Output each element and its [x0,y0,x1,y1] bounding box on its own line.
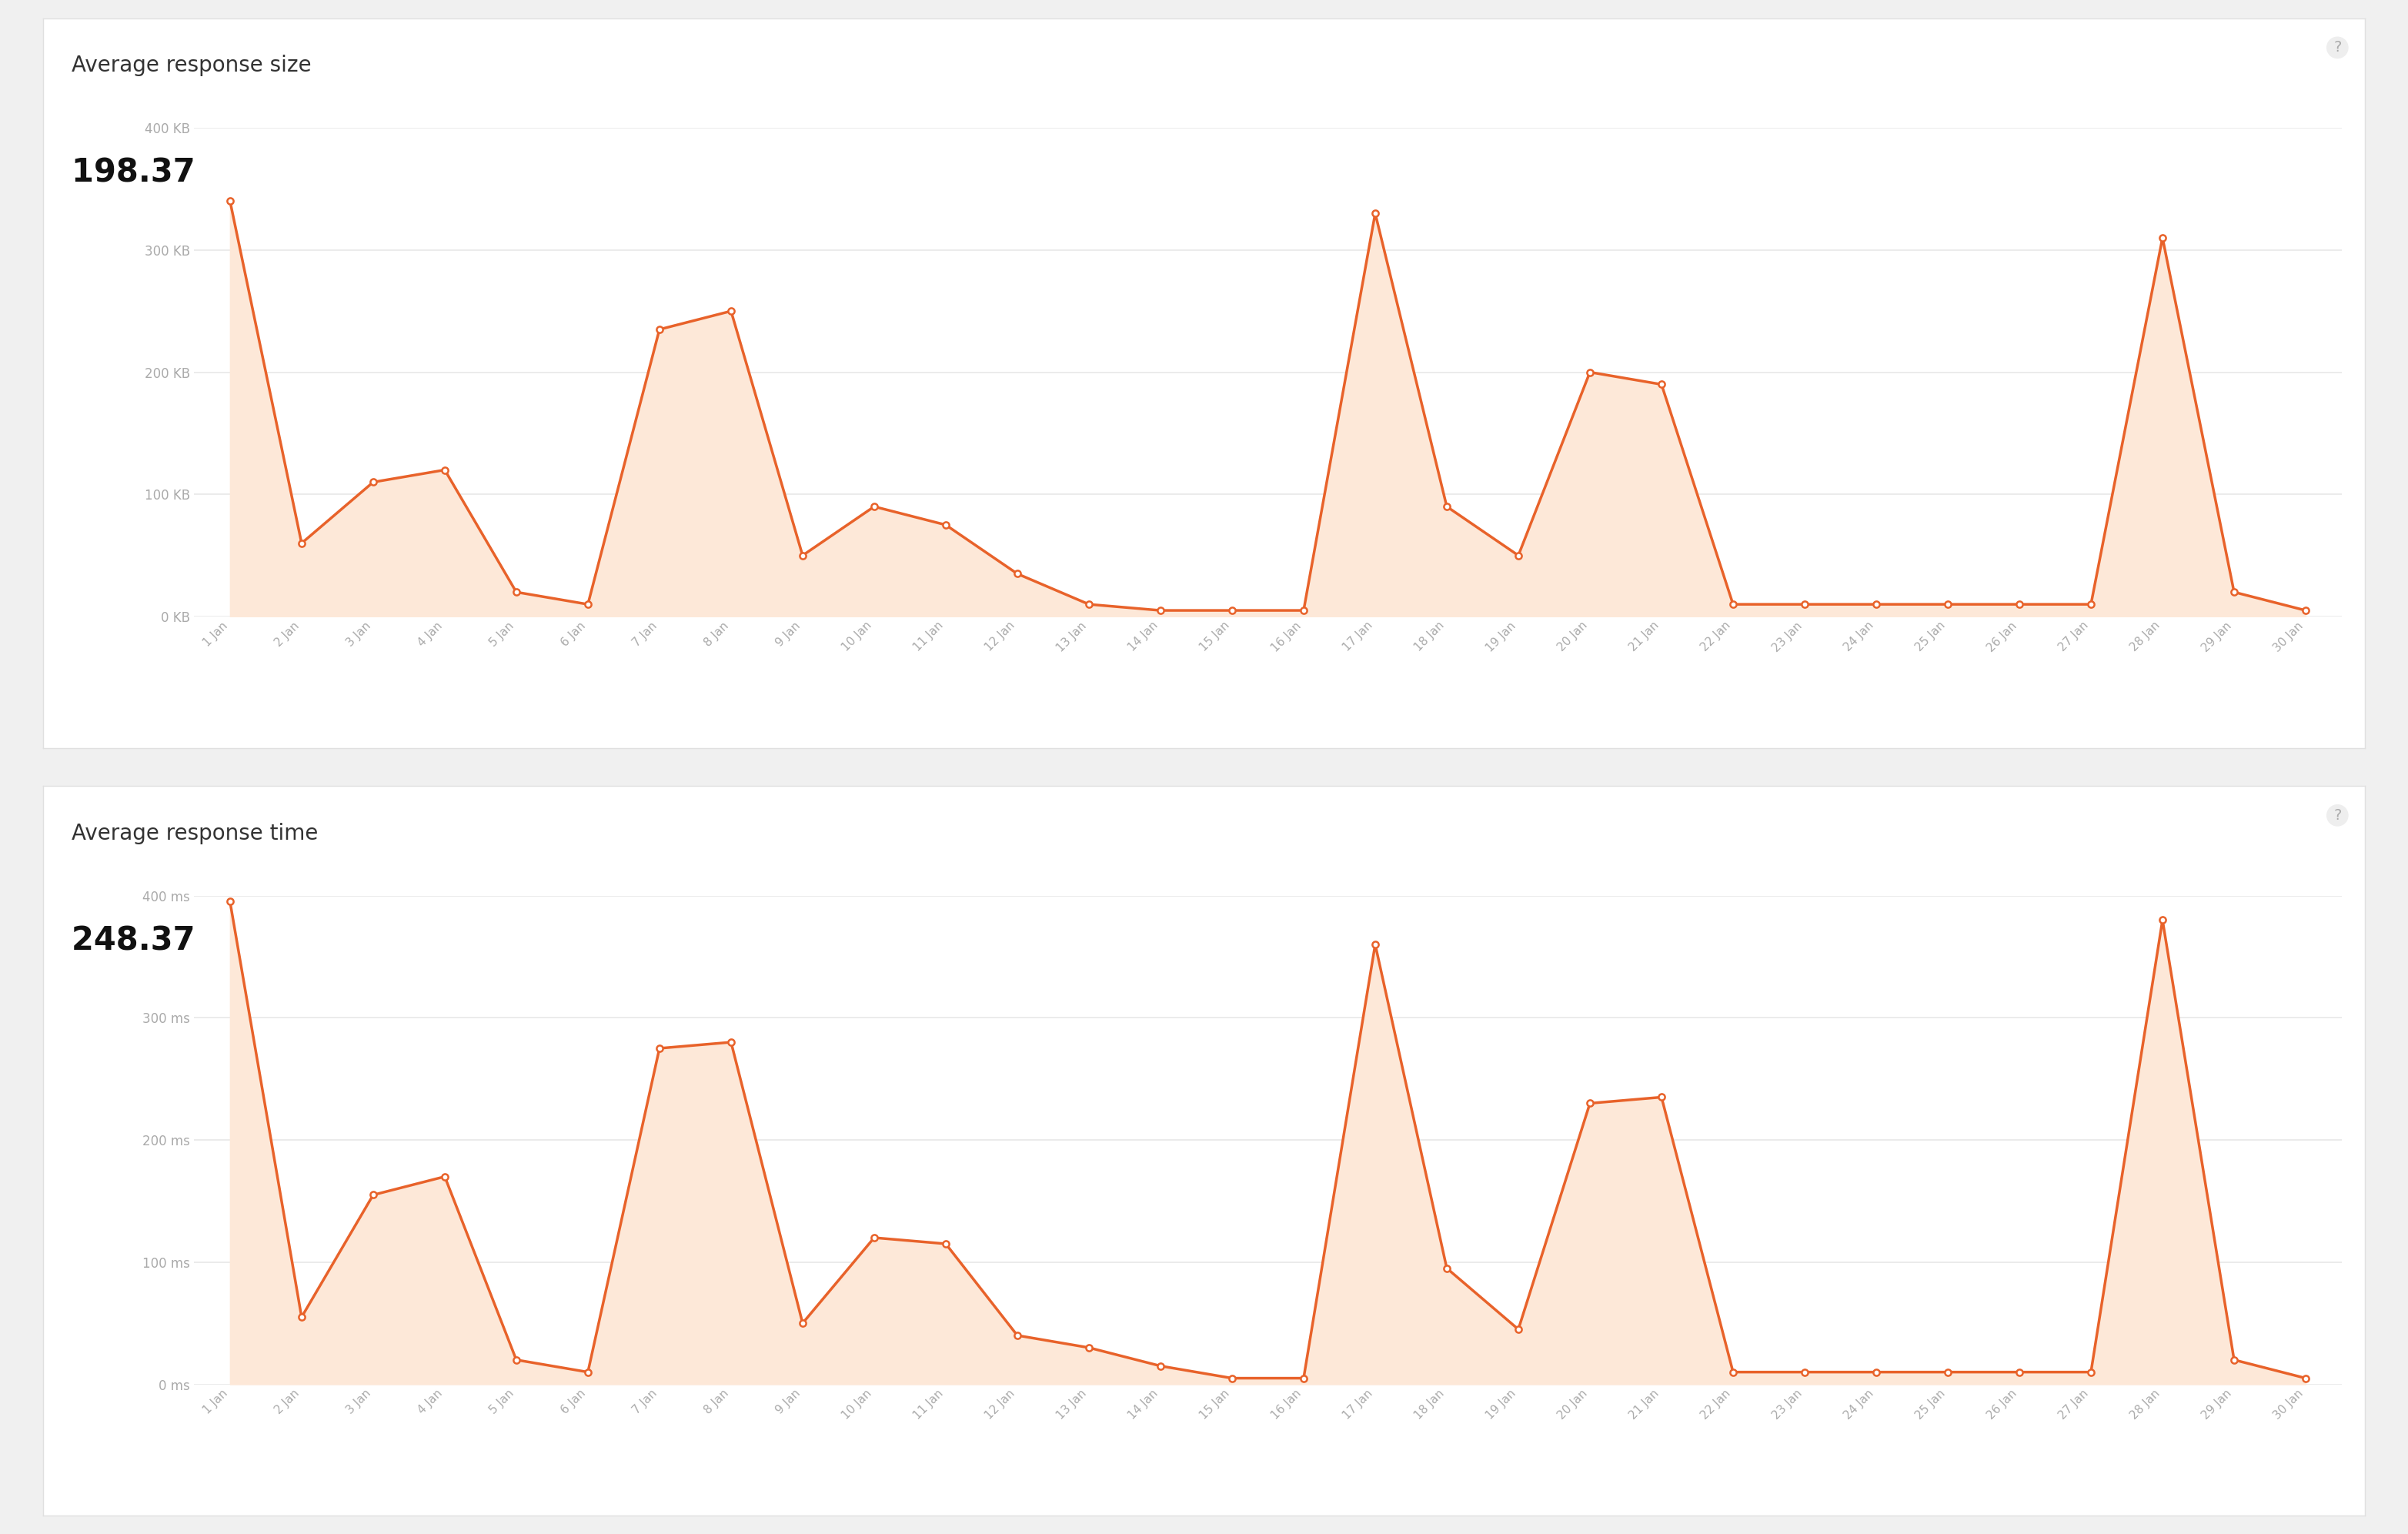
Point [282,531,320,555]
Point [997,561,1035,586]
Point [1283,598,1322,623]
Point [713,1029,751,1054]
Point [2285,1365,2324,1390]
Text: ▼ 28.12%: ▼ 28.12% [508,167,588,183]
Point [783,1312,821,1336]
Point [1570,360,1609,385]
Point [1784,1359,1823,1384]
Point [927,512,966,537]
Text: 30 DAY AVG: 30 DAY AVG [356,156,438,170]
Text: 198.37 KB: 198.37 KB [72,156,255,189]
Point [1356,933,1394,957]
Text: Average response size: Average response size [72,55,311,77]
Point [496,1347,535,1371]
Text: ?: ? [2333,808,2341,822]
Point [855,1226,893,1250]
Point [855,494,893,518]
Point [713,299,751,324]
Point [1428,1256,1466,1281]
Point [212,189,250,213]
Point [1356,201,1394,225]
Point [2071,1359,2109,1384]
Point [354,1183,393,1207]
Point [2215,1347,2254,1371]
Point [1714,1359,1753,1384]
Point [1428,494,1466,518]
Point [2143,225,2182,250]
Point [1141,1353,1180,1378]
Point [641,318,679,342]
Point [1570,1091,1609,1115]
Point [1929,1359,1967,1384]
Point [2143,908,2182,933]
Point [1214,1365,1252,1390]
Text: 248.37 ms: 248.37 ms [72,925,258,957]
Text: ▲ 41.62%: ▲ 41.62% [508,936,588,951]
Point [1500,543,1539,568]
Point [783,543,821,568]
Point [1283,1365,1322,1390]
Text: ?: ? [2333,40,2341,55]
Point [212,890,250,914]
Point [2071,592,2109,617]
Text: Average response time: Average response time [72,822,318,844]
Point [426,457,465,482]
Point [1784,592,1823,617]
Point [1857,1359,1895,1384]
Point [1642,1085,1681,1109]
Point [282,1305,320,1330]
Point [641,1035,679,1060]
Point [2285,598,2324,623]
Point [2215,580,2254,604]
Point [568,592,607,617]
Point [997,1324,1035,1348]
Point [1214,598,1252,623]
Point [2001,1359,2040,1384]
Point [2001,592,2040,617]
Point [927,1232,966,1256]
Point [426,1164,465,1189]
Point [1857,592,1895,617]
Point [1714,592,1753,617]
Point [1642,373,1681,397]
Point [1141,598,1180,623]
Point [496,580,535,604]
Point [354,469,393,494]
Point [1069,592,1108,617]
Point [568,1359,607,1384]
Point [1929,592,1967,617]
Point [1500,1318,1539,1342]
Text: 30 DAY AVG: 30 DAY AVG [356,925,438,939]
Point [1069,1336,1108,1361]
